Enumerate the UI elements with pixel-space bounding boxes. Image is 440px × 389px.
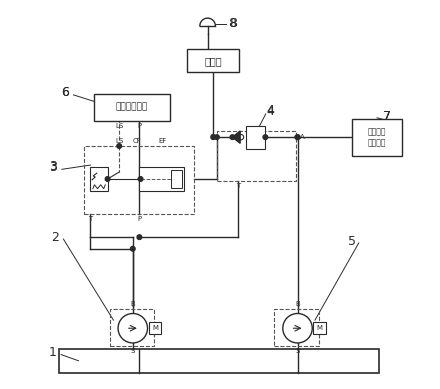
Text: P: P (210, 134, 214, 140)
Circle shape (137, 235, 142, 240)
Bar (110, 309, 154, 347)
Text: 7: 7 (383, 110, 391, 123)
Circle shape (105, 177, 110, 181)
Text: 7: 7 (383, 110, 391, 123)
Text: 4: 4 (267, 105, 274, 117)
Circle shape (230, 135, 235, 140)
Text: P: P (137, 123, 141, 128)
Polygon shape (232, 131, 240, 143)
Text: 6: 6 (61, 86, 69, 100)
Circle shape (283, 314, 312, 343)
Text: 工作装置
液压系统: 工作装置 液压系统 (368, 128, 386, 147)
Bar (187, 49, 239, 72)
Text: S: S (295, 349, 300, 354)
Circle shape (117, 144, 121, 148)
Text: 6: 6 (61, 86, 69, 100)
Bar (59, 349, 379, 373)
Text: S: S (131, 349, 135, 354)
Bar (84, 146, 194, 214)
Bar (94, 94, 169, 121)
Text: 3: 3 (48, 161, 56, 174)
Circle shape (138, 177, 143, 181)
Bar (217, 131, 297, 181)
Bar (352, 119, 402, 156)
Text: 4: 4 (267, 104, 274, 117)
Text: 3: 3 (48, 160, 56, 173)
Text: P: P (137, 216, 141, 221)
Text: M: M (317, 325, 323, 331)
Circle shape (263, 135, 268, 140)
Bar (139, 167, 184, 191)
Text: 转向液压系统: 转向液压系统 (116, 103, 148, 112)
Circle shape (295, 135, 300, 140)
Text: 8: 8 (227, 18, 236, 30)
Text: 2: 2 (51, 231, 59, 244)
Text: B: B (295, 301, 300, 307)
Bar (90, 167, 108, 191)
Text: M: M (152, 325, 158, 331)
Text: EF: EF (158, 138, 167, 144)
Bar (313, 322, 326, 335)
Bar (274, 309, 319, 347)
Text: LS: LS (115, 123, 123, 128)
Text: 控制器: 控制器 (205, 56, 222, 66)
Circle shape (295, 135, 300, 140)
Bar (171, 170, 182, 187)
Text: T: T (88, 216, 92, 221)
Text: 8: 8 (229, 18, 237, 30)
Circle shape (131, 247, 135, 251)
Text: 1: 1 (48, 346, 56, 359)
Circle shape (215, 135, 219, 140)
Text: 5: 5 (348, 235, 356, 247)
Text: B: B (130, 301, 135, 307)
Text: CF: CF (132, 138, 141, 144)
Bar (246, 126, 265, 149)
Text: T: T (236, 183, 240, 189)
Text: A: A (300, 134, 304, 140)
Circle shape (118, 314, 147, 343)
Text: LS: LS (115, 138, 123, 144)
Circle shape (211, 135, 216, 140)
Bar (149, 322, 161, 335)
